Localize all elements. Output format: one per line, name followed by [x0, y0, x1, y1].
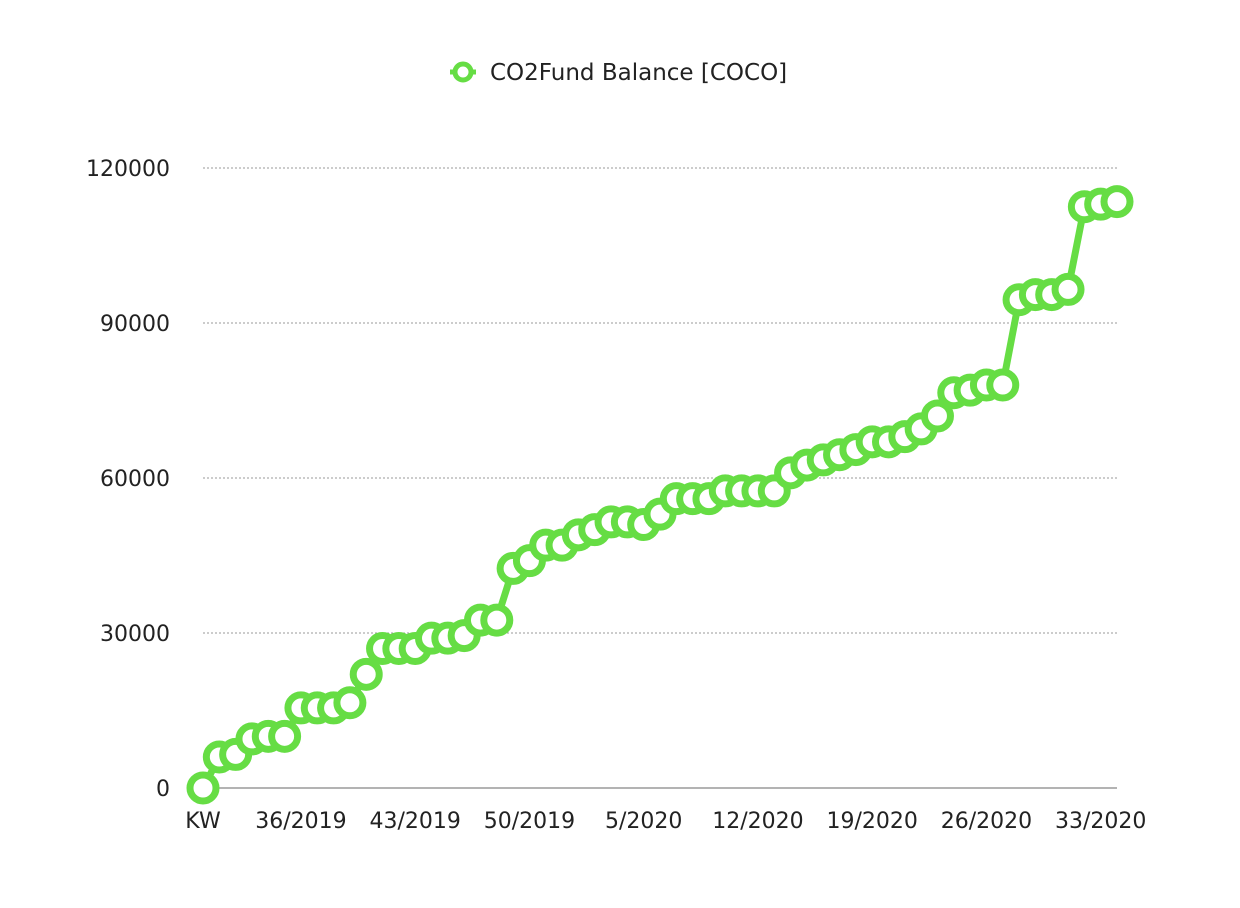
x-tick-label: 43/2019	[369, 809, 460, 834]
data-point	[186, 771, 220, 805]
data-point	[1100, 185, 1134, 219]
y-axis-labels: 0 30000 60000 90000 120000	[86, 157, 170, 802]
legend-marker-dot	[452, 61, 474, 83]
legend: CO2Fund Balance [COCO]	[450, 60, 787, 86]
x-tick-label: 12/2020	[712, 809, 803, 834]
legend-label: CO2Fund Balance [COCO]	[490, 60, 787, 86]
x-tick-label: 33/2020	[1055, 809, 1146, 834]
x-axis-labels: KW 36/2019 43/2019 50/2019 5/2020 12/2020 19/2…	[185, 809, 1146, 834]
y-tick-label: 30000	[100, 622, 170, 647]
y-tick-label: 90000	[100, 312, 170, 337]
data-point	[333, 686, 367, 720]
y-tick-label: 60000	[100, 467, 170, 492]
gridlines	[203, 167, 1117, 634]
y-tick-label: 120000	[86, 157, 170, 182]
data-point	[920, 399, 954, 433]
data-point	[268, 719, 302, 753]
data-point	[986, 368, 1020, 402]
data-point	[349, 657, 383, 691]
data-point	[1051, 272, 1085, 306]
x-tick-label: 19/2020	[826, 809, 917, 834]
x-tick-label: 36/2019	[255, 809, 346, 834]
legend-marker-icon	[450, 61, 476, 83]
x-tick-label: KW	[185, 809, 221, 834]
x-tick-label: 50/2019	[484, 809, 575, 834]
x-tick-label: 5/2020	[605, 809, 682, 834]
y-tick-label: 0	[156, 777, 170, 802]
data-point	[480, 603, 514, 637]
series-co2fund-balance	[186, 185, 1134, 805]
x-tick-label: 26/2020	[941, 809, 1032, 834]
